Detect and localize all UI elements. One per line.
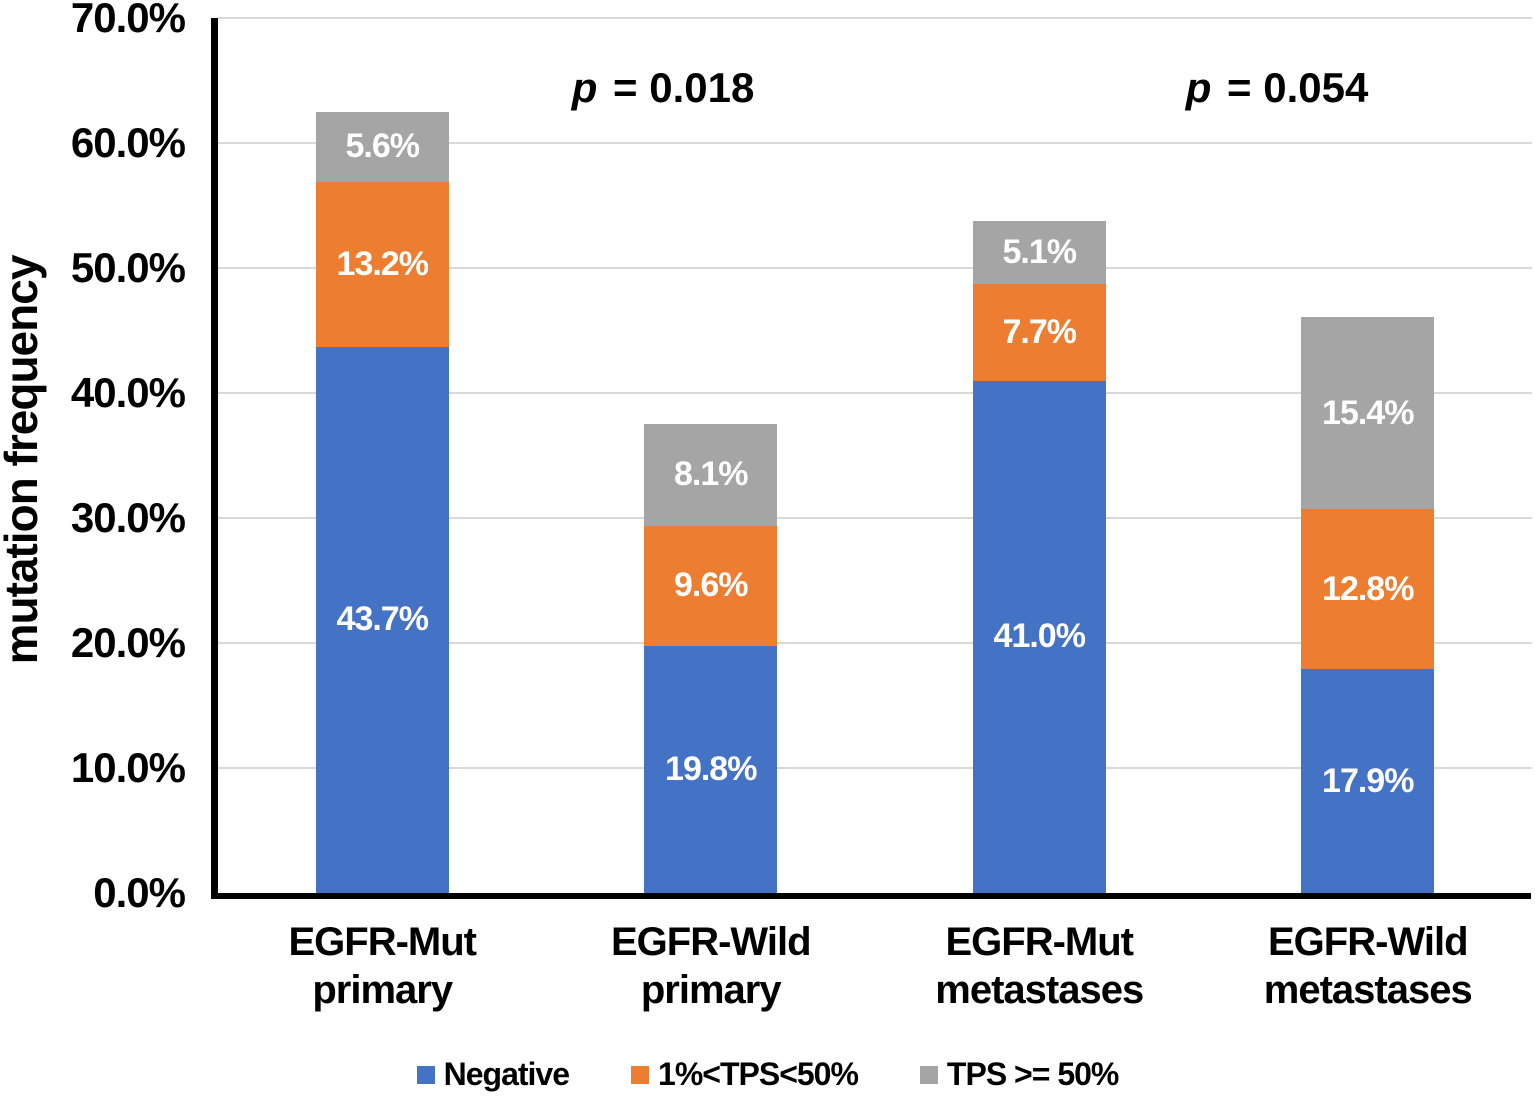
y-axis-line — [211, 18, 218, 899]
legend: Negative 1%<TPS<50% TPS >= 50% — [0, 1056, 1535, 1093]
bar-segment-value-label: 9.6% — [674, 566, 748, 604]
bar-segment-value-label: 5.1% — [1002, 232, 1077, 271]
legend-label: Negative — [443, 1056, 570, 1092]
bar-segment-value-label: 43.7% — [336, 600, 429, 639]
x-axis-category-label: EGFR-Mut metastases — [935, 920, 1144, 1012]
bar-segment-value-label: 5.6% — [345, 127, 420, 166]
gridline — [218, 642, 1532, 644]
legend-item: 1%<TPS<50% — [631, 1056, 859, 1093]
bar-segment-value-label: 41.0% — [993, 617, 1086, 656]
y-axis-tick-label: 50.0% — [70, 244, 186, 291]
p-value-annotation: p = 0.018 — [571, 64, 755, 111]
legend-item: Negative — [416, 1056, 570, 1093]
legend-label: 1%<TPS<50% — [658, 1056, 859, 1092]
x-axis-category-label: EGFR-Mut primary — [288, 920, 477, 1012]
y-axis-tick-label: 30.0% — [70, 494, 186, 541]
gridline — [218, 267, 1532, 269]
bar-segment-negative: 19.8% — [644, 645, 778, 893]
legend-swatch-icon — [631, 1065, 650, 1084]
y-axis-tick-label: 40.0% — [70, 369, 186, 416]
x-axis-category-label: EGFR-Wild metastases — [1263, 920, 1473, 1012]
bar-segment-negative: 43.7% — [315, 346, 449, 893]
bar-segment-value-label: 8.1% — [674, 455, 748, 494]
y-axis-tick-label: 60.0% — [70, 119, 186, 166]
legend-item: TPS >= 50% — [919, 1056, 1119, 1093]
p-italic: p — [571, 64, 598, 111]
legend-swatch-icon — [919, 1065, 938, 1084]
bar-segment-value-label: 7.7% — [1002, 312, 1077, 351]
gridline — [218, 17, 1532, 19]
x-axis-category-label: EGFR-Wild primary — [611, 920, 812, 1012]
y-axis-tick-label: 10.0% — [70, 744, 186, 791]
legend-swatch-icon — [416, 1065, 435, 1084]
bar-segment-tps-50-: 5.1% — [972, 220, 1106, 285]
legend-label: TPS >= 50% — [946, 1056, 1119, 1092]
bar-segment-1-tps-50-: 12.8% — [1301, 509, 1435, 670]
gridline — [218, 767, 1532, 769]
bar-segment-tps-50-: 8.1% — [644, 424, 778, 526]
bar-segment-1-tps-50-: 7.7% — [972, 284, 1106, 381]
bar-segment-negative: 17.9% — [1301, 669, 1435, 893]
gridline — [218, 392, 1532, 394]
y-axis-tick-label: 70.0% — [70, 0, 186, 41]
bar-segment-value-label: 19.8% — [665, 749, 757, 788]
y-axis-tick-label: 20.0% — [70, 619, 186, 666]
bar-segment-negative: 41.0% — [972, 380, 1106, 893]
x-axis-line — [211, 893, 1531, 899]
gridline — [218, 142, 1532, 144]
bar-segment-value-label: 12.8% — [1322, 569, 1414, 608]
y-axis-tick-label: 0.0% — [93, 869, 186, 916]
bar-segment-value-label: 17.9% — [1322, 761, 1414, 800]
bar-segment-value-label: 13.2% — [336, 244, 429, 283]
bar-segment-value-label: 15.4% — [1322, 393, 1414, 432]
p-italic: p — [1185, 64, 1212, 111]
bar-segment-1-tps-50-: 9.6% — [644, 525, 778, 646]
p-value-annotation: p = 0.054 — [1185, 64, 1369, 111]
bar-segment-tps-50-: 5.6% — [315, 111, 449, 182]
gridline — [218, 517, 1532, 519]
bar-segment-1-tps-50-: 13.2% — [315, 181, 449, 347]
bar-segment-tps-50-: 15.4% — [1301, 316, 1435, 510]
